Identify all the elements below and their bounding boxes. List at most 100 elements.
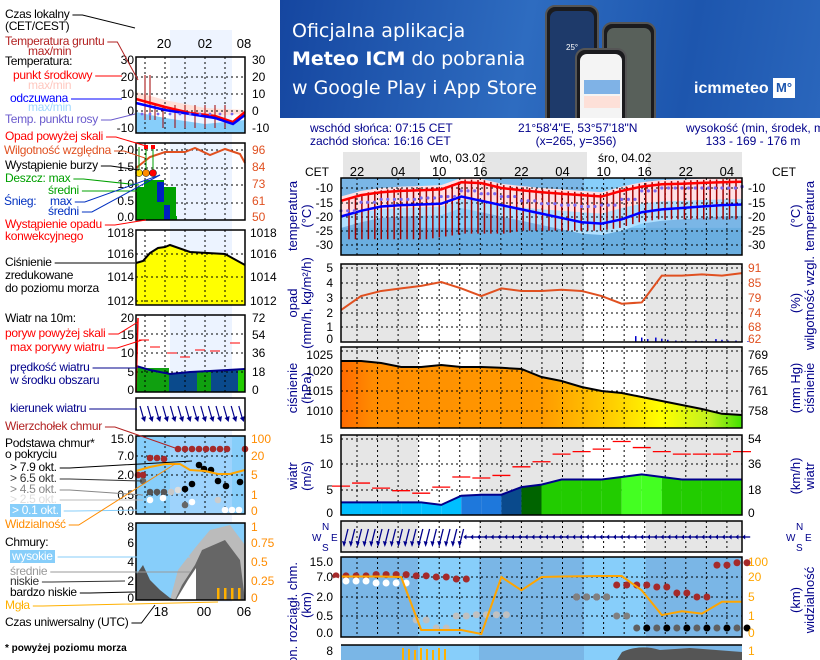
wind-arrow-head	[396, 541, 401, 547]
legend-cloud-base2: o pokryciu	[5, 447, 57, 461]
wind-speed-area	[641, 474, 662, 515]
wind-arrow-head	[565, 534, 569, 540]
wind-arrow-head	[504, 534, 508, 540]
legend-pressure-line	[135, 243, 246, 266]
temp-tick: -25	[316, 224, 334, 238]
legend-utc-tick: 00	[197, 604, 211, 619]
legend-precip-frame	[135, 142, 246, 221]
temp-tick-right: -25	[748, 224, 766, 238]
temp-tick: -15	[316, 196, 334, 210]
humidity-axis-unit: (%)	[788, 293, 803, 313]
dew-point-dot	[533, 199, 537, 203]
header-night-block	[482, 152, 587, 178]
cloud-base-dot	[593, 593, 601, 601]
legend-okt79: > 7.9 okt.	[10, 460, 57, 474]
legend-pressure-tick-right: 1016	[250, 247, 277, 261]
legend-temp-tick-right: 20	[252, 70, 266, 84]
header-night-block	[343, 152, 420, 178]
legend-cloud-top-dot	[216, 445, 224, 453]
humidity-tick: 85	[748, 276, 762, 290]
elevation-value: 133 - 169 - 176 m	[705, 134, 801, 148]
dew-point-dot	[720, 186, 724, 190]
banner-line-2: Meteo ICM do pobrania	[292, 48, 525, 70]
legend-pressure: Ciśnienie	[5, 255, 52, 269]
app-promo-banner[interactable]: Oficjalna aplikacja Meteo ICM do pobrani…	[280, 0, 820, 118]
legend-pressure-area	[136, 245, 245, 305]
cloud-base-dot	[653, 624, 661, 632]
legend-clouds-frame	[135, 522, 246, 601]
hour-tick-label: 16	[473, 164, 487, 179]
dew-point-dot	[346, 209, 350, 213]
wind-arrow-head	[490, 534, 494, 540]
wind-arrow-head	[403, 541, 408, 547]
wind-tick: 5	[326, 483, 333, 497]
wind-speed-area	[341, 502, 362, 515]
wind-arrow-head	[538, 534, 542, 540]
legend-rain-avg: średni	[48, 183, 79, 197]
legend-pressure-tick-right: 1018	[250, 226, 277, 240]
wind-kmh-unit: (km/h)	[788, 458, 803, 495]
legend-cloud-top-dot	[195, 445, 203, 453]
legend-fog-bar	[224, 588, 227, 600]
legend-wind-tick: 0	[127, 383, 134, 397]
legend-wind-area-green	[238, 370, 245, 392]
compass-letter: S	[322, 543, 329, 554]
wind-arrow-head	[477, 534, 480, 540]
legend-low: niskie	[10, 574, 39, 588]
cloud-top-dot	[673, 589, 681, 597]
cloud-base-dot	[743, 624, 751, 632]
legend-wind-speed2: w środku obszaru	[10, 373, 100, 387]
phone-image-3	[575, 48, 627, 118]
humidity-tick: 79	[748, 291, 762, 305]
legend-snow-avg: średni	[48, 204, 79, 218]
coordinates-text: 21°58'4"E, 53°57'18"N	[518, 121, 638, 135]
wind-arrow-head	[348, 541, 353, 547]
visibility-tick: 5	[748, 590, 755, 604]
dew-point-dot	[359, 200, 363, 204]
legend-cloud-base-dot	[214, 496, 222, 504]
humidity-tick: 62	[748, 332, 762, 346]
cloud-top-dot	[332, 572, 340, 580]
legend-pressure3: do poziomu morza	[5, 281, 99, 295]
wind-arrow-head	[694, 534, 698, 540]
wind-frame	[340, 434, 743, 516]
fog-bar	[408, 649, 410, 660]
legend-temp-tick: 0	[127, 104, 134, 118]
legend-leader-line	[100, 165, 140, 171]
legend-leader-line	[105, 136, 147, 147]
temp-tick: -20	[316, 210, 334, 224]
legend-cloud-base-dot	[188, 480, 196, 488]
precip-axis-unit: (mm/h, kg/m²/h)	[299, 257, 314, 349]
temp-tick: -10	[316, 181, 334, 195]
wind-arrow-head	[599, 534, 603, 540]
wind-arrow-head	[531, 534, 535, 540]
wind-speed-area	[701, 479, 722, 515]
hour-tick-label: 10	[596, 164, 610, 179]
legend-maxmin1: max/min	[28, 78, 72, 92]
temp-tick-right: -15	[748, 196, 766, 210]
legend-wind-arrow-head	[194, 416, 200, 422]
visibility-axis-title: widzialność	[802, 566, 817, 634]
legend-humidity-tick: 84	[252, 160, 266, 174]
tz-label-left: CET	[305, 165, 330, 179]
fog-bar	[420, 648, 422, 660]
legend-convective2: konwekcyjnego	[5, 229, 84, 243]
sunset-text: zachód słońca: 16:16 CET	[310, 134, 451, 148]
precip-tick: 5	[326, 261, 333, 275]
dew-point-dot	[566, 203, 570, 207]
icmmeteo-logo: icmmeteo	[694, 80, 769, 97]
cloud-base-dot	[342, 577, 350, 585]
legend-dew-dot	[198, 112, 202, 116]
hour-tick-label: 04	[391, 164, 405, 179]
legend-precip-night	[170, 143, 232, 220]
cloud-base-dot	[733, 624, 741, 632]
wind-speed-area	[501, 487, 522, 515]
cloud-top-dot	[743, 559, 751, 567]
wind-arrow-head	[423, 541, 428, 547]
legend-precip-above-mark	[144, 145, 148, 149]
legend-cloud-top-dot	[223, 445, 231, 453]
clouds-panel-night-bg	[341, 645, 418, 660]
visibility-tick: 100	[748, 555, 768, 569]
